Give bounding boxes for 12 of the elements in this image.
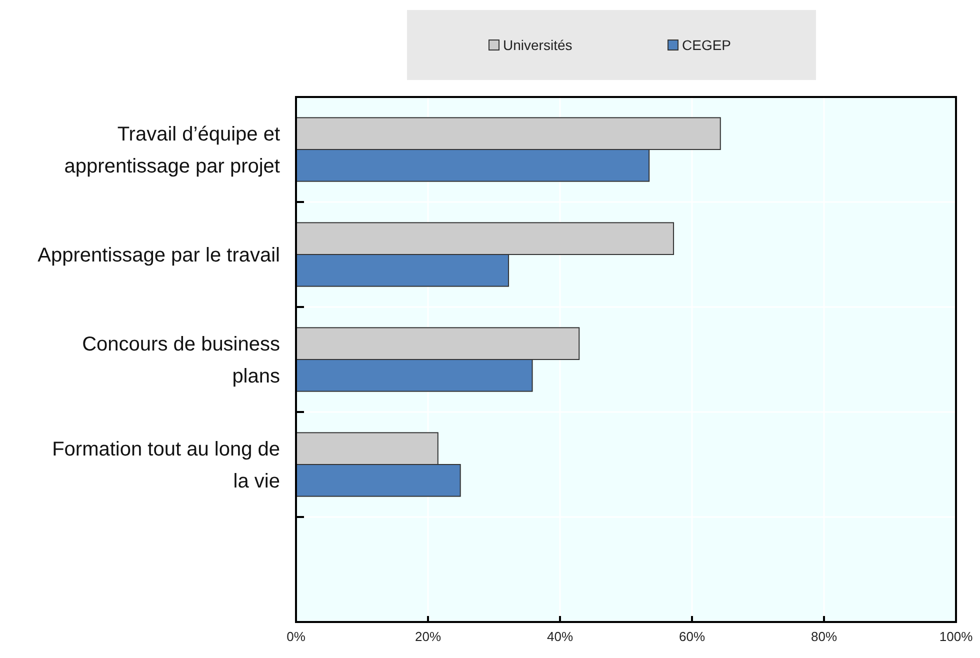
x-tick-label: 0% xyxy=(286,629,306,644)
y-tick-label: Travail d’équipe et apprentissage par projet xyxy=(64,124,280,178)
x-tick-label: 40% xyxy=(546,629,574,644)
legend-label: CEGEP xyxy=(682,37,732,53)
x-tick-label: 60% xyxy=(678,629,706,644)
y-tick-label: Concours de business plans xyxy=(82,334,280,388)
x-tick-label: 100% xyxy=(939,629,974,644)
y-tick-label: Formation tout au long de la vie xyxy=(52,438,280,492)
x-tick-label: 80% xyxy=(810,629,838,644)
legend-label: Universités xyxy=(503,37,572,53)
x-tick-label: 20% xyxy=(414,629,442,644)
y-tick-label: Apprentissage par le travail xyxy=(38,244,280,266)
